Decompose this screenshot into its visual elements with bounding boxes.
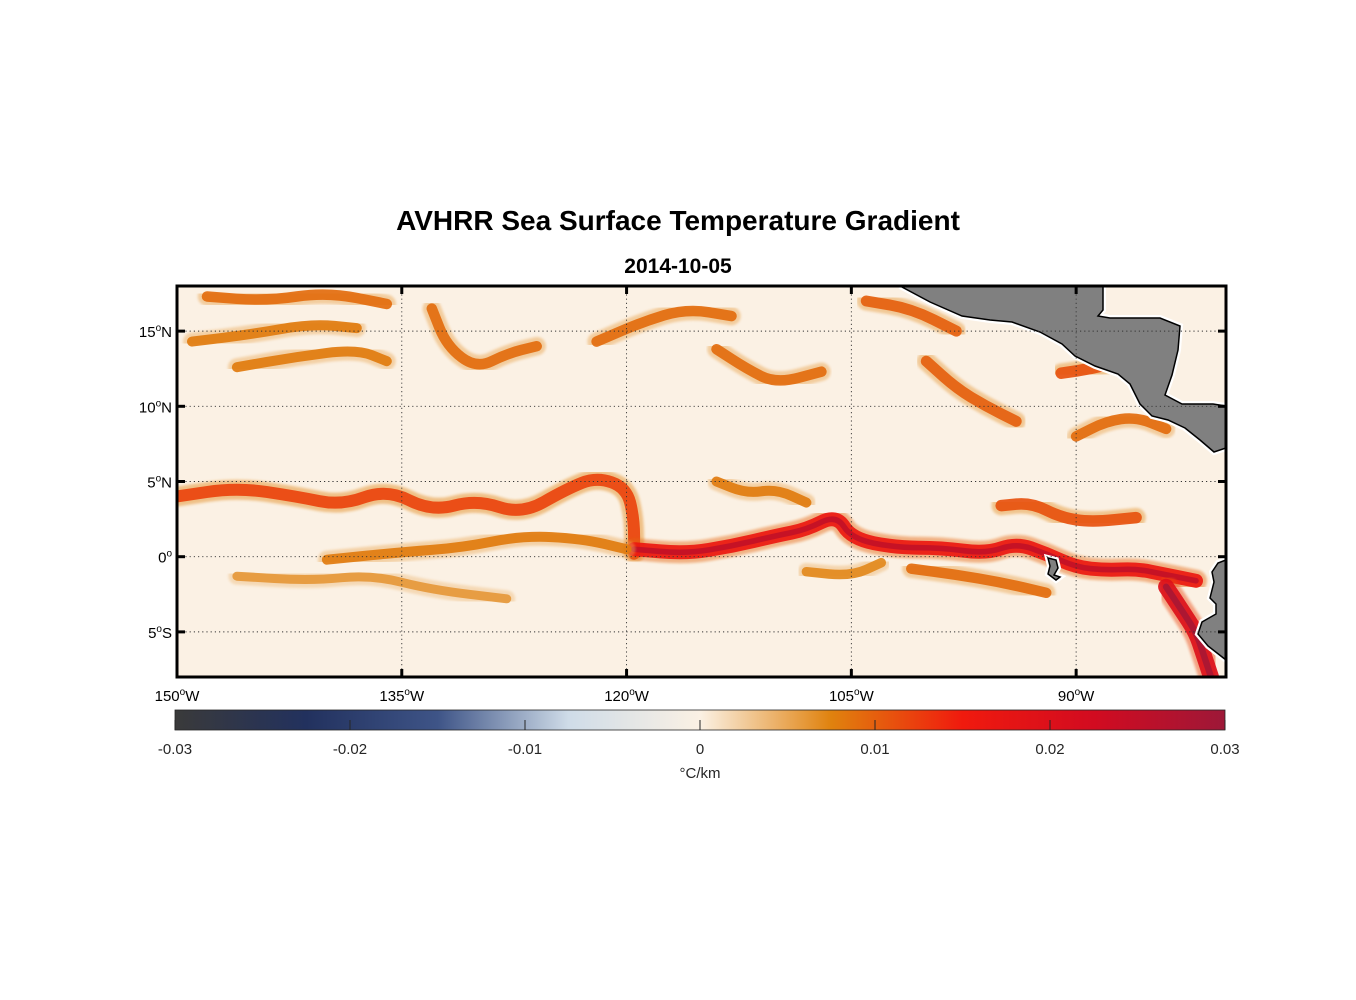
- south-equatorial-front: [321, 531, 632, 565]
- northern-filament-d: [231, 346, 392, 373]
- latitude-labels: 15oN 10oN 5oN 0o 5oS: [139, 323, 173, 642]
- northern-filament-j: [1070, 413, 1172, 442]
- colorbar-tick-label: 0.02: [1035, 741, 1064, 758]
- lon-label: 150oW: [155, 687, 201, 705]
- land-south-america: [1197, 559, 1226, 661]
- equatorial-front-north: [177, 473, 641, 560]
- land-layer: [898, 286, 1226, 664]
- map-title: AVHRR Sea Surface Temperature Gradient: [396, 205, 960, 236]
- longitude-labels: 150oW 135oW 120oW 105oW 90oW: [155, 687, 1096, 705]
- lat-label: 0o: [158, 549, 172, 567]
- lat-label: 5oN: [147, 474, 172, 492]
- colorbar-tick-labels: -0.03 -0.02 -0.01 0 0.01 0.02 0.03: [158, 741, 1240, 758]
- coastal-front-peru-core: [1162, 583, 1215, 677]
- colorbar-tick-label: -0.02: [333, 741, 367, 758]
- southern-filament: [232, 571, 512, 604]
- land-central-america: [899, 286, 1226, 453]
- northern-filament-f: [711, 343, 827, 386]
- lon-label: 105oW: [829, 687, 875, 705]
- northern-filament-a: [201, 289, 393, 310]
- colorbar-tick-label: 0.03: [1210, 741, 1239, 758]
- map-subtitle: 2014-10-05: [624, 255, 732, 278]
- colorbar-tick-label: 0.01: [860, 741, 889, 758]
- graticule: [176, 286, 1226, 677]
- equatorial-front-central-core: [631, 516, 1199, 584]
- mid-filament-d: [801, 557, 887, 580]
- northern-filament-h: [860, 295, 962, 337]
- colorbar-ticks: [174, 720, 1226, 730]
- sst-gradient-fronts: [177, 286, 1223, 677]
- lon-label: 135oW: [379, 687, 425, 705]
- lat-label: 15oN: [139, 323, 172, 341]
- mid-filament-c: [906, 563, 1052, 599]
- mid-filament-b: [995, 498, 1142, 527]
- lat-label: 5oS: [148, 624, 172, 642]
- land-galapagos: [1046, 556, 1062, 581]
- lon-label: 90oW: [1058, 687, 1095, 705]
- lon-label: 120oW: [604, 687, 650, 705]
- northern-filament-e: [591, 305, 737, 347]
- lat-label: 10oN: [139, 398, 172, 416]
- map-frame: [175, 284, 1228, 679]
- northern-filament-b: [426, 303, 542, 370]
- colorbar-tick-label: -0.03: [158, 741, 192, 758]
- northern-filament-g: [920, 355, 1022, 427]
- colorbar-unit-label: °C/km: [680, 765, 721, 782]
- mid-filament-a: [711, 476, 812, 508]
- colorbar-tick-label: -0.01: [508, 741, 542, 758]
- northern-filament-c: [187, 320, 362, 347]
- colorbar-tick-label: 0: [696, 741, 704, 758]
- colorbar: -0.03 -0.02 -0.01 0 0.01 0.02 0.03 °C/km: [158, 709, 1240, 782]
